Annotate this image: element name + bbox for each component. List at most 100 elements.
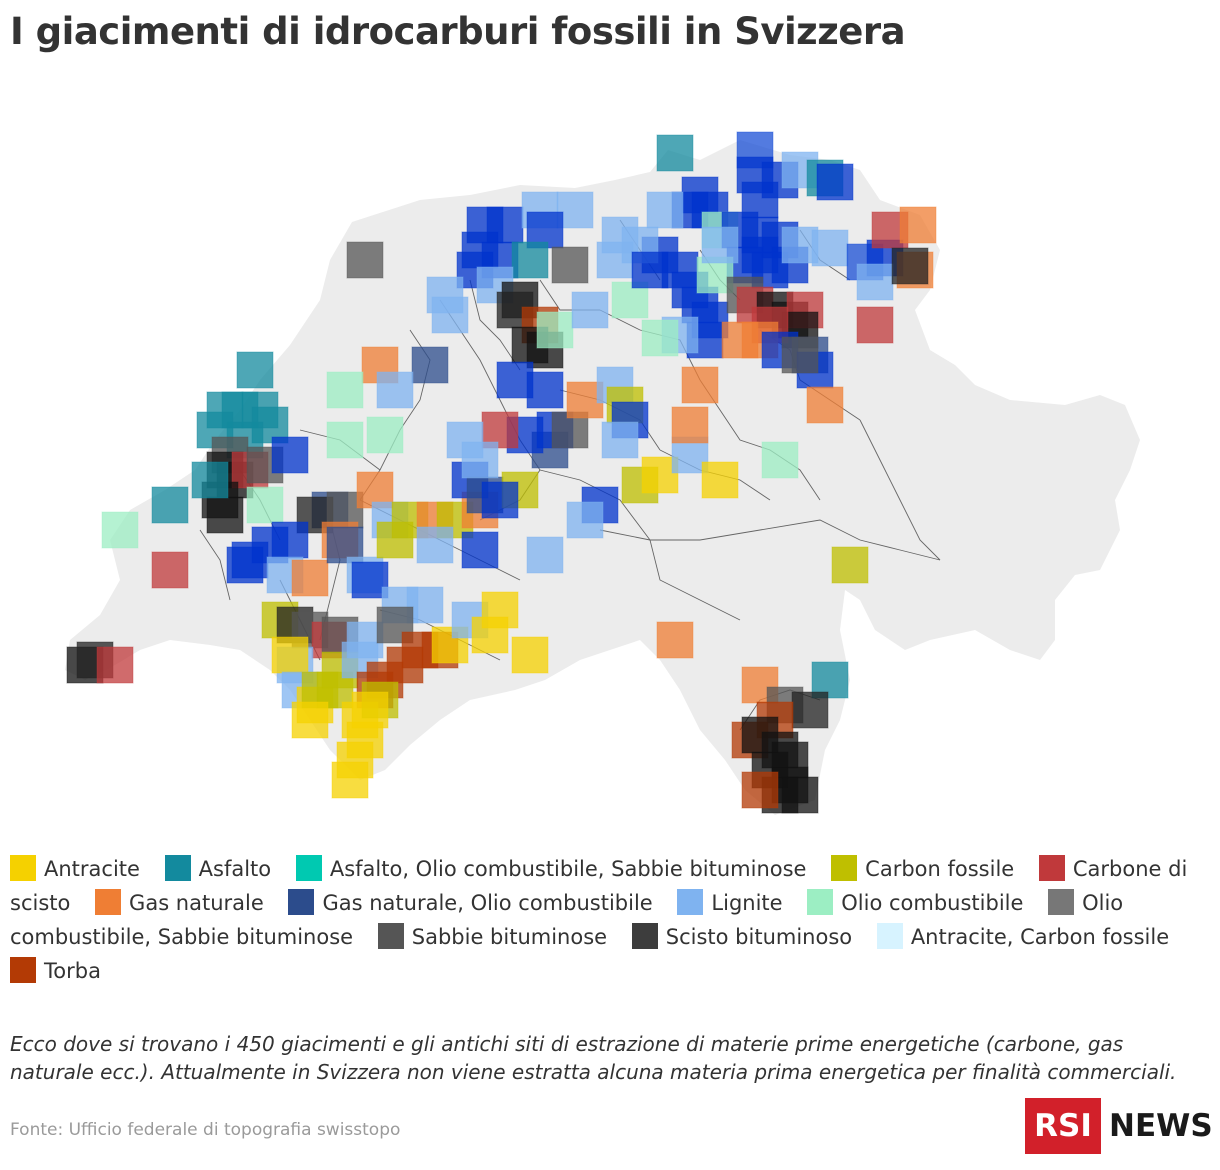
legend-item: Carbone di scisto [10, 855, 1188, 915]
legend-label: Gas naturale, Olio combustibile [322, 891, 653, 915]
deposit-markers [66, 131, 937, 814]
deposit-marker [781, 336, 819, 374]
deposit-marker [671, 406, 709, 444]
deposit-marker [721, 321, 759, 359]
deposit-marker [271, 636, 309, 674]
legend-swatch [377, 923, 404, 949]
legend-item: Gas naturale, Olio combustibile [288, 889, 670, 915]
deposit-marker [596, 241, 634, 279]
deposit-marker [681, 366, 719, 404]
deposit-marker [646, 191, 684, 229]
deposit-marker [246, 486, 284, 524]
deposit-marker [511, 241, 549, 279]
legend-item: Lignite [677, 889, 800, 915]
deposit-marker [641, 319, 679, 357]
deposit-marker [856, 263, 894, 301]
deposit-marker [471, 616, 509, 654]
deposit-marker [806, 386, 844, 424]
deposit-marker [511, 636, 549, 674]
deposit-marker [101, 511, 139, 549]
rsi-logo-box: RSI [1025, 1098, 1101, 1154]
deposit-marker [351, 691, 389, 729]
legend-swatch [10, 855, 36, 881]
deposit-marker [791, 691, 829, 729]
legend-swatch [295, 855, 322, 881]
legend-item: Olio combustibile [807, 889, 1041, 915]
deposit-marker [226, 546, 264, 584]
switzerland-deposit-map [65, 131, 1140, 815]
source-note: Fonte: Ufficio federale di topografia sw… [10, 1120, 401, 1140]
legend-item: Torba [10, 957, 119, 983]
page-title: I giacimenti di idrocarburi fossili in S… [10, 10, 906, 53]
legend-label: Carbon fossile [865, 857, 1015, 881]
legend-swatch [1048, 889, 1075, 915]
deposit-marker [191, 461, 229, 499]
deposit-marker [236, 351, 274, 389]
legend-label: Gas naturale [129, 891, 264, 915]
deposit-marker [761, 441, 799, 479]
deposit-marker [151, 486, 189, 524]
deposit-marker [366, 416, 404, 454]
legend-label: Torba [44, 959, 101, 983]
legend-item: Scisto bituminoso [631, 923, 870, 949]
legend-swatch [95, 889, 122, 915]
legend-item: Sabbie bituminose [377, 923, 625, 949]
deposit-marker [526, 371, 564, 409]
legend-label: Asfalto, Olio combustibile, Sabbie bitum… [329, 857, 807, 881]
deposit-marker [831, 546, 869, 584]
deposit-marker [631, 251, 669, 289]
deposit-marker [271, 436, 309, 474]
deposit-marker [291, 559, 329, 597]
deposit-marker [536, 311, 574, 349]
legend-item: Asfalto [164, 855, 290, 881]
legend-item: Asfalto, Olio combustibile, Sabbie bitum… [295, 855, 825, 881]
legend-swatch [10, 957, 36, 983]
deposit-marker [601, 421, 639, 459]
deposit-marker [856, 306, 894, 344]
deposit-marker [96, 646, 134, 684]
news-logo-text: NEWS [1109, 1108, 1213, 1144]
deposit-marker [566, 501, 604, 539]
legend-label: Antracite, Carbon fossile [910, 925, 1170, 949]
legend-item: Antracite [10, 855, 158, 881]
deposit-marker [656, 134, 694, 172]
legend-item: Gas naturale [95, 889, 282, 915]
deposit-marker [551, 246, 589, 284]
deposit-marker [741, 771, 779, 809]
legend-swatch [631, 923, 658, 949]
deposit-marker [891, 247, 929, 285]
deposit-marker [811, 229, 849, 267]
legend-label: Scisto bituminoso [665, 925, 853, 949]
deposit-marker [331, 761, 369, 799]
deposit-marker [526, 536, 564, 574]
legend-swatch [876, 923, 903, 949]
deposit-marker [701, 461, 739, 499]
legend-item: Olio combustibile, Sabbie bituminose [10, 889, 1123, 949]
legend-label: Sabbie bituminose [411, 925, 608, 949]
deposit-marker [899, 206, 937, 244]
deposit-marker [326, 371, 364, 409]
deposit-marker [701, 226, 739, 264]
map-description: Ecco dove si trovano i 450 giacimenti e … [10, 1032, 1177, 1084]
deposit-marker [656, 621, 694, 659]
deposit-marker [326, 421, 364, 459]
deposit-marker [461, 441, 499, 479]
deposit-marker [571, 291, 609, 329]
legend-item: Antracite, Carbon fossile [876, 923, 1187, 949]
legend-swatch [1038, 855, 1065, 881]
legend-label: Olio combustibile [841, 891, 1024, 915]
legend-swatch [831, 855, 858, 881]
deposit-marker [461, 531, 499, 569]
deposit-marker [481, 481, 519, 519]
deposit-marker [291, 701, 329, 739]
deposit-marker [376, 371, 414, 409]
deposit-marker [206, 496, 244, 534]
deposit-marker [816, 163, 854, 201]
legend-swatch [677, 889, 704, 915]
deposit-marker [416, 526, 454, 564]
legend-label: Asfalto [198, 857, 272, 881]
legend: Antracite Asfalto Asfalto, Olio combusti… [10, 852, 1190, 988]
legend-label: Carbone di scisto [10, 857, 1188, 915]
deposit-marker [346, 241, 384, 279]
legend-swatch [164, 855, 191, 881]
